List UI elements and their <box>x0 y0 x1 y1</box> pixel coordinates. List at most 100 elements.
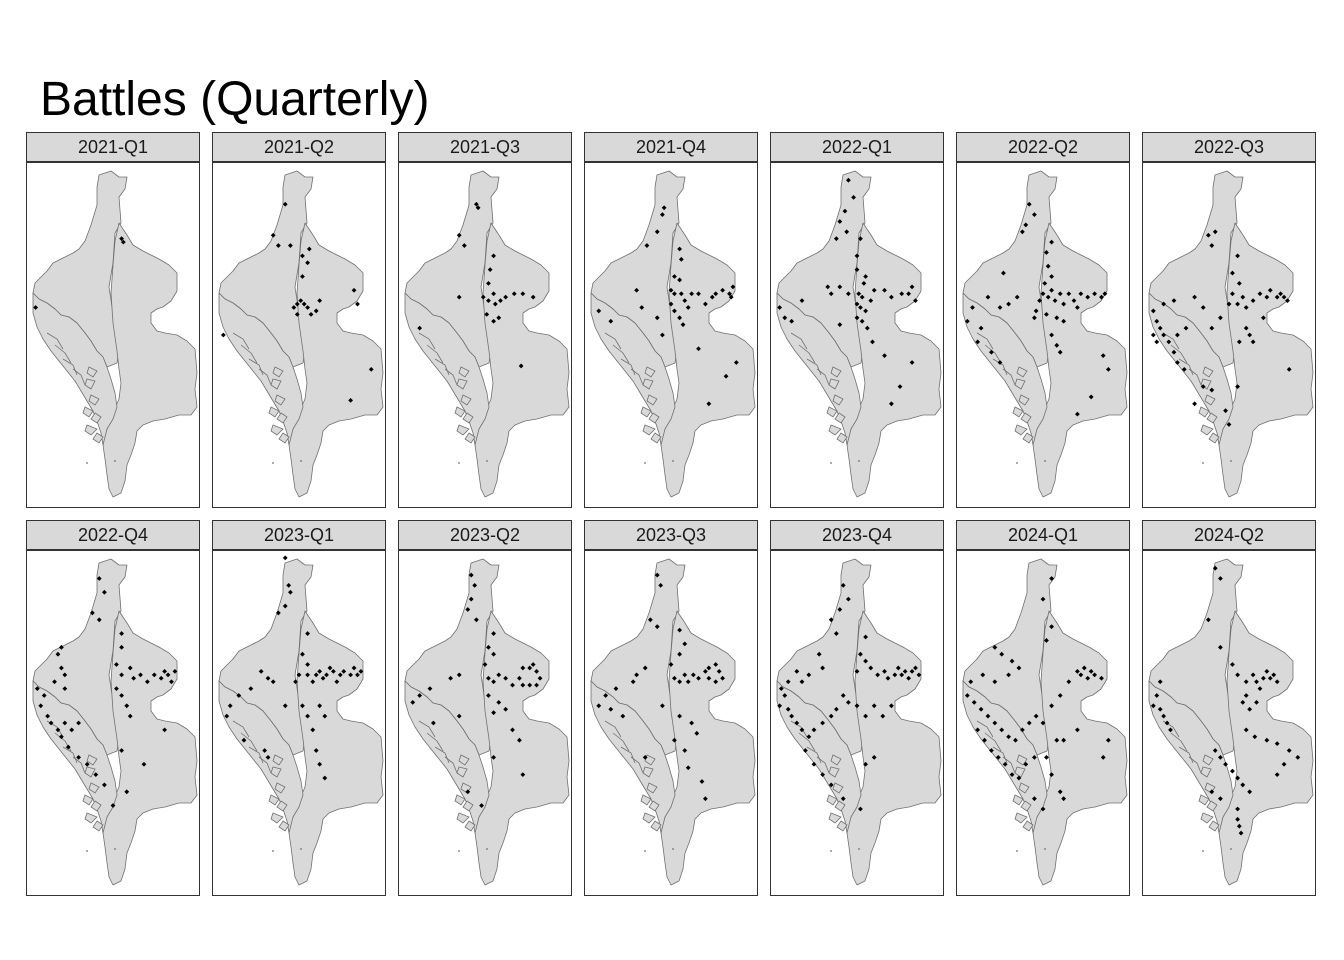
island <box>456 378 468 390</box>
islet <box>486 460 488 462</box>
map-canvas <box>962 170 1128 498</box>
battle-event-marker <box>964 318 970 324</box>
battle-event-marker <box>696 675 701 681</box>
battle-event-marker <box>1168 727 1173 733</box>
map-canvas <box>218 170 384 498</box>
battle-event-marker <box>713 291 719 297</box>
battle-event-marker <box>1240 782 1246 788</box>
battle-event-marker <box>1154 318 1160 324</box>
facet-panel: 2023-Q2 <box>398 520 572 896</box>
battle-event-marker <box>682 298 688 303</box>
coast-inlet <box>992 358 1008 376</box>
coast-inlet <box>790 332 808 350</box>
battle-event-marker <box>322 775 328 781</box>
battle-event-marker <box>119 644 124 650</box>
battle-event-marker <box>120 239 126 245</box>
battle-event-marker <box>703 669 708 674</box>
battle-event-marker <box>294 311 300 317</box>
battle-event-marker <box>296 672 302 678</box>
battle-event-marker <box>224 713 230 719</box>
battle-event-marker <box>351 665 357 671</box>
facet-map <box>398 162 572 508</box>
battle-event-marker <box>978 706 984 712</box>
coast-inlet <box>240 732 258 752</box>
coast-inlet <box>240 344 258 364</box>
facet-map <box>26 162 200 508</box>
battle-event-marker <box>1014 294 1020 300</box>
island <box>642 812 656 824</box>
battle-event-marker <box>689 720 695 726</box>
battle-event-marker <box>892 672 898 678</box>
battle-event-marker <box>498 298 503 303</box>
battle-event-marker <box>811 761 817 767</box>
battle-event-marker <box>806 672 812 678</box>
battle-event-marker <box>1040 806 1046 812</box>
battle-event-marker <box>825 284 831 290</box>
facet-map <box>956 162 1130 508</box>
battle-event-marker <box>1254 679 1259 685</box>
battle-event-marker <box>634 672 639 678</box>
battle-event-marker <box>916 672 922 678</box>
island <box>1204 394 1216 406</box>
battle-event-marker <box>709 294 715 300</box>
battle-event-marker <box>889 294 894 300</box>
battle-event-marker <box>119 693 124 698</box>
islet <box>114 848 116 850</box>
battle-event-marker <box>236 693 242 698</box>
battle-event-marker <box>992 644 998 650</box>
battle-event-marker <box>727 291 732 297</box>
battle-event-marker <box>909 669 915 674</box>
battle-event-marker <box>677 713 682 719</box>
battle-event-marker <box>682 641 688 647</box>
battle-event-marker <box>897 384 903 389</box>
battle-event-marker <box>410 699 416 705</box>
battle-event-marker <box>76 755 81 760</box>
battle-event-marker <box>1243 305 1249 310</box>
islet <box>1202 850 1204 852</box>
facet-panel: 2021-Q1 <box>26 132 200 508</box>
facet-label: 2024-Q2 <box>1142 520 1316 550</box>
facet-panel: 2021-Q2 <box>212 132 386 508</box>
island <box>82 794 94 806</box>
battle-event-marker <box>34 686 40 691</box>
island <box>454 406 466 418</box>
battle-event-marker <box>811 727 817 733</box>
battle-event-marker <box>417 325 423 331</box>
battle-event-marker <box>270 232 276 238</box>
battle-event-marker <box>456 232 462 238</box>
coast-inlet <box>976 720 994 738</box>
facet-map <box>584 550 758 896</box>
battle-event-marker <box>1212 229 1218 235</box>
battle-event-marker <box>882 287 887 293</box>
battle-event-marker <box>680 322 686 328</box>
coast-inlet <box>630 368 644 386</box>
battle-event-marker <box>288 589 293 595</box>
coast-inlet <box>426 344 444 364</box>
islet <box>272 462 274 464</box>
battle-event-marker <box>654 315 660 321</box>
islet <box>300 848 302 850</box>
battle-event-marker <box>337 672 343 678</box>
battle-event-marker <box>331 669 336 674</box>
battle-event-marker <box>1257 291 1263 297</box>
island <box>274 394 286 406</box>
islet <box>300 460 302 462</box>
battle-event-marker <box>985 713 991 719</box>
island <box>830 754 842 766</box>
facet-panel: 2022-Q2 <box>956 132 1130 508</box>
battle-event-marker <box>1040 596 1046 602</box>
battle-event-marker <box>294 301 300 307</box>
battle-event-marker <box>858 236 863 242</box>
island <box>1016 754 1028 766</box>
battle-event-marker <box>1009 772 1015 777</box>
battle-event-marker <box>456 672 462 678</box>
battle-event-marker <box>456 294 462 300</box>
island <box>1022 432 1034 444</box>
battle-event-marker <box>320 675 326 681</box>
battle-event-marker <box>854 253 860 259</box>
battle-event-marker <box>642 755 648 760</box>
battle-event-marker <box>305 662 310 667</box>
battle-event-marker <box>282 703 288 709</box>
battle-event-marker <box>1226 422 1232 427</box>
map-canvas <box>404 170 570 498</box>
